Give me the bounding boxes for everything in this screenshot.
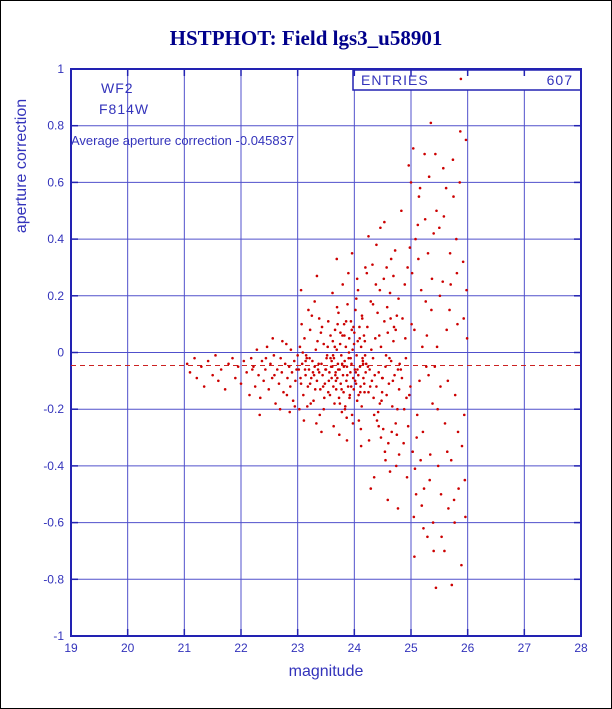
svg-text:0.6: 0.6 [47, 175, 64, 189]
svg-text:-0.6: -0.6 [43, 516, 64, 530]
svg-text:21: 21 [178, 641, 192, 655]
svg-text:28: 28 [574, 641, 588, 655]
svg-text:20: 20 [121, 641, 135, 655]
x-axis-title: magnitude [288, 663, 364, 680]
svg-text:19: 19 [64, 641, 78, 655]
svg-text:-0.8: -0.8 [43, 572, 64, 586]
svg-text:-1: -1 [53, 629, 64, 643]
entries-label: ENTRIES [361, 72, 429, 88]
svg-text:22: 22 [234, 641, 248, 655]
svg-text:1: 1 [57, 62, 64, 76]
tick-marks [70, 68, 582, 637]
svg-text:27: 27 [518, 641, 532, 655]
svg-text:0.2: 0.2 [47, 289, 64, 303]
entries-value: 607 [546, 72, 573, 88]
filter-label: F814W [99, 101, 150, 117]
x-tick-labels: 19 20 21 22 23 24 25 26 27 28 [64, 641, 588, 655]
average-correction-label: Average aperture correction -0.045837 [71, 133, 295, 148]
svg-text:25: 25 [404, 641, 418, 655]
y-axis-title: aperture correction [13, 98, 30, 234]
svg-text:0: 0 [57, 346, 64, 360]
y-tick-labels: 1 0.8 0.6 0.4 0.2 0 -0.2 -0.4 -0.6 -0.8 -1 [43, 62, 64, 643]
svg-text:26: 26 [461, 641, 475, 655]
svg-text:0.8: 0.8 [47, 119, 64, 133]
svg-text:24: 24 [348, 641, 362, 655]
page-title: HSTPHOT: Field lgs3_u58901 [169, 26, 443, 50]
svg-text:23: 23 [291, 641, 305, 655]
detector-label: WF2 [101, 80, 134, 96]
svg-text:0.4: 0.4 [47, 232, 64, 246]
grid-lines [70, 68, 582, 637]
entries-box: ENTRIES 607 [353, 70, 581, 90]
data-points [185, 77, 469, 590]
svg-text:-0.4: -0.4 [43, 459, 64, 473]
svg-text:-0.2: -0.2 [43, 402, 64, 416]
